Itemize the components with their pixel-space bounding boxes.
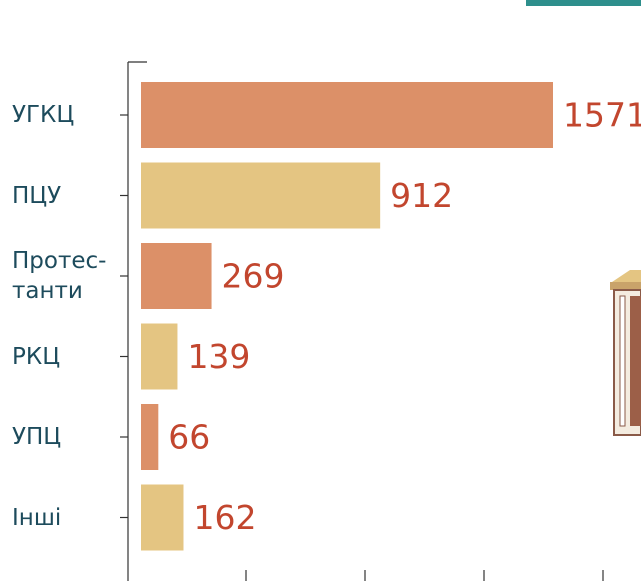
value-label: 139 bbox=[187, 337, 250, 376]
value-label: 1571 bbox=[563, 96, 641, 135]
bar bbox=[141, 324, 177, 390]
value-label: 912 bbox=[390, 176, 453, 215]
bar bbox=[141, 485, 183, 551]
bar bbox=[141, 243, 212, 309]
value-label: 269 bbox=[222, 257, 285, 296]
bar bbox=[141, 82, 553, 148]
page: 157191226913966162 (() => { const data =… bbox=[0, 0, 641, 581]
category-label: УГКЦ bbox=[12, 100, 74, 130]
category-label: ПЦУ bbox=[12, 181, 61, 211]
header-decoration bbox=[526, 0, 641, 6]
building-illustration bbox=[610, 270, 641, 435]
bar bbox=[141, 404, 158, 470]
value-label: 162 bbox=[193, 498, 256, 537]
category-label: РКЦ bbox=[12, 342, 60, 372]
category-label: УПЦ bbox=[12, 422, 61, 452]
category-label: Інші bbox=[12, 503, 61, 533]
category-label: Протес- танти bbox=[12, 246, 106, 306]
bottom-ticks bbox=[246, 570, 603, 581]
bar bbox=[141, 163, 380, 229]
value-label: 66 bbox=[168, 418, 210, 457]
